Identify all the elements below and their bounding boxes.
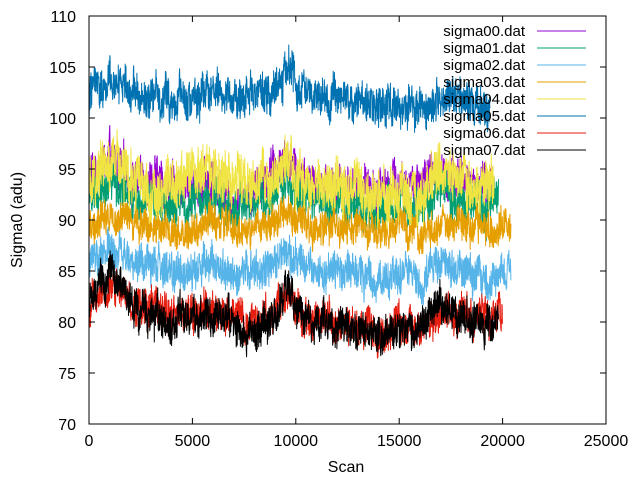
y-tick-label: 90: [58, 213, 76, 230]
x-tick-label: 25000: [584, 433, 629, 450]
x-axis-label: Scan: [328, 459, 364, 476]
legend: sigma00.datsigma01.datsigma02.datsigma03…: [443, 23, 586, 159]
y-tick-label: 110: [50, 9, 76, 26]
y-axis-label: Sigma0 (adu): [9, 172, 26, 268]
y-tick-label: 80: [58, 315, 76, 332]
legend-label: sigma00.dat: [443, 23, 526, 40]
x-tick-label: 0: [85, 433, 94, 450]
x-tick-label: 15000: [377, 433, 422, 450]
legend-label: sigma07.dat: [443, 142, 526, 159]
legend-label: sigma03.dat: [443, 74, 526, 91]
legend-label: sigma01.dat: [443, 40, 526, 57]
legend-label: sigma06.dat: [443, 125, 526, 142]
y-tick-label: 95: [58, 162, 76, 179]
legend-label: sigma02.dat: [443, 57, 526, 74]
series-line-sigma02-dat: [88, 226, 512, 306]
y-tick-label: 85: [58, 264, 76, 281]
y-tick-label: 75: [58, 366, 76, 383]
series-line-sigma04-dat: [88, 129, 495, 230]
x-tick-label: 10000: [274, 433, 319, 450]
y-tick-label: 105: [49, 60, 76, 77]
axis-ticks-group: 0 5000 10000 15000 20000 25000 70 75 80 85 90 95 100…: [49, 9, 628, 450]
series-line-sigma03-dat: [88, 195, 512, 255]
x-tick-label: 5000: [175, 433, 211, 450]
plot-series-group: [88, 44, 512, 359]
legend-label: sigma04.dat: [443, 91, 526, 108]
series-line-sigma05-dat: [88, 44, 491, 133]
x-tick-label: 20000: [480, 433, 525, 450]
y-tick-label: 70: [58, 417, 76, 434]
y-tick-label: 100: [49, 111, 76, 128]
series-line-sigma07-dat: [88, 250, 499, 358]
legend-label: sigma05.dat: [443, 108, 526, 125]
